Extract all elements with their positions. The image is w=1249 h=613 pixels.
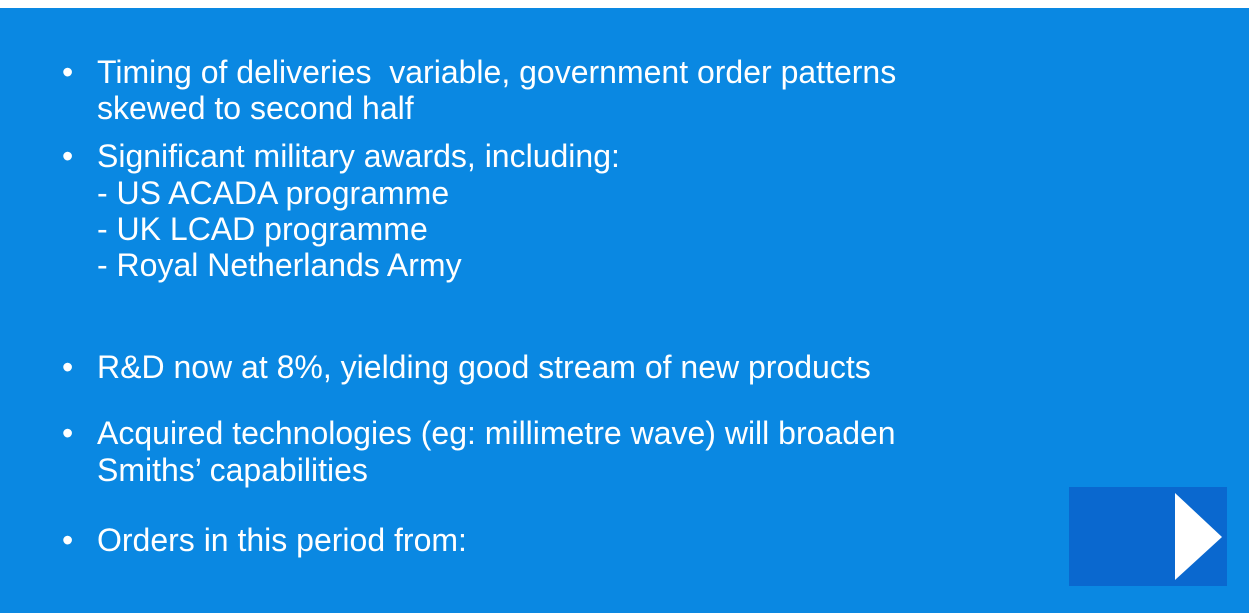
next-icon xyxy=(1175,493,1222,580)
bullet-line: R&D now at 8%, yielding good stream of n… xyxy=(97,349,871,385)
bullet-line: Acquired technologies (eg: millimetre wa… xyxy=(97,415,896,451)
bullet-line: Significant military awards, including: xyxy=(97,138,620,174)
bullet-line: - Royal Netherlands Army xyxy=(97,247,462,283)
bullet-line: - UK LCAD programme xyxy=(97,211,428,247)
bullet-dot: • xyxy=(62,415,74,451)
bullet-line: Orders in this period from: xyxy=(97,522,467,558)
bullet-dot: • xyxy=(62,349,74,385)
bullet-line: skewed to second half xyxy=(97,90,414,126)
play-triangle xyxy=(1175,493,1222,580)
bullet-dot: • xyxy=(62,138,74,174)
bullet-line: - US ACADA programme xyxy=(97,175,450,211)
bullet-dot: • xyxy=(62,522,74,558)
bullet-dot: • xyxy=(62,54,74,90)
bullet-line: Timing of deliveries variable, governmen… xyxy=(97,54,897,90)
bullet-line: Smiths’ capabilities xyxy=(97,452,368,488)
slide: • Timing of deliveries variable, governm… xyxy=(0,8,1249,613)
next-button[interactable] xyxy=(1069,487,1227,586)
